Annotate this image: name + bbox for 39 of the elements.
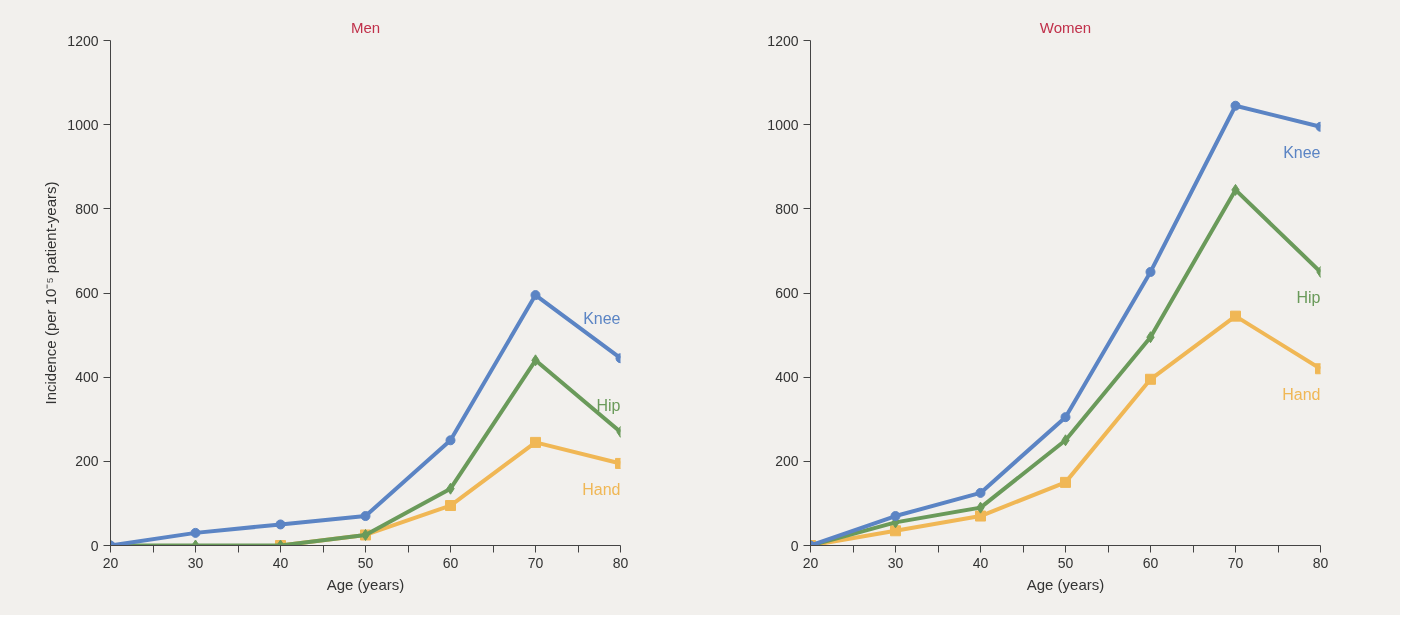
x-tick-label: 60 xyxy=(442,554,459,571)
x-tick-label: 50 xyxy=(357,554,374,571)
series-label: Hand xyxy=(582,480,621,498)
y-tick-label: 600 xyxy=(775,285,799,301)
y-tick-label: 800 xyxy=(75,200,99,217)
y-tick-label: 0 xyxy=(90,537,99,554)
y-tick-label: 1200 xyxy=(67,32,99,49)
x-tick-label: 40 xyxy=(972,554,989,571)
y-tick-label: 1000 xyxy=(767,116,799,133)
x-tick-label: 20 xyxy=(802,554,819,571)
x-axis-title: Age (years) xyxy=(1026,575,1105,593)
series-label: Knee xyxy=(583,309,621,327)
y-tick-label: 1000 xyxy=(67,116,99,133)
y-tick-label: 200 xyxy=(75,453,99,470)
y-tick-label: 400 xyxy=(75,369,99,386)
y-tick-label: 0 xyxy=(790,537,799,554)
series-label: Hip xyxy=(1296,289,1321,307)
y-tick-label: 400 xyxy=(775,369,799,386)
series-label: Hand xyxy=(1282,386,1321,404)
y-tick-label: 800 xyxy=(775,200,799,217)
x-tick-label: 80 xyxy=(612,554,629,571)
chart-title: Men xyxy=(350,18,381,36)
x-tick-label: 40 xyxy=(272,554,289,571)
y-tick-label: 1200 xyxy=(767,32,799,49)
x-tick-label: 70 xyxy=(1227,554,1244,571)
x-tick-label: 30 xyxy=(187,554,204,571)
x-axis-title: Age (years) xyxy=(326,575,405,593)
x-tick-label: 80 xyxy=(1312,554,1329,571)
x-tick-label: 50 xyxy=(1057,554,1074,571)
x-tick-label: 60 xyxy=(1142,554,1159,571)
x-tick-label: 70 xyxy=(527,554,544,571)
chart-title: Women xyxy=(1039,18,1092,36)
y-tick-label: 600 xyxy=(75,285,99,301)
series-label: Knee xyxy=(1283,144,1321,162)
x-tick-label: 20 xyxy=(102,554,119,571)
x-tick-label: 30 xyxy=(887,554,904,571)
y-tick-label: 200 xyxy=(775,453,799,470)
series-label: Hip xyxy=(596,397,621,415)
y-axis-title: Incidence (per 10⁻⁵ patient-years) xyxy=(42,181,60,405)
